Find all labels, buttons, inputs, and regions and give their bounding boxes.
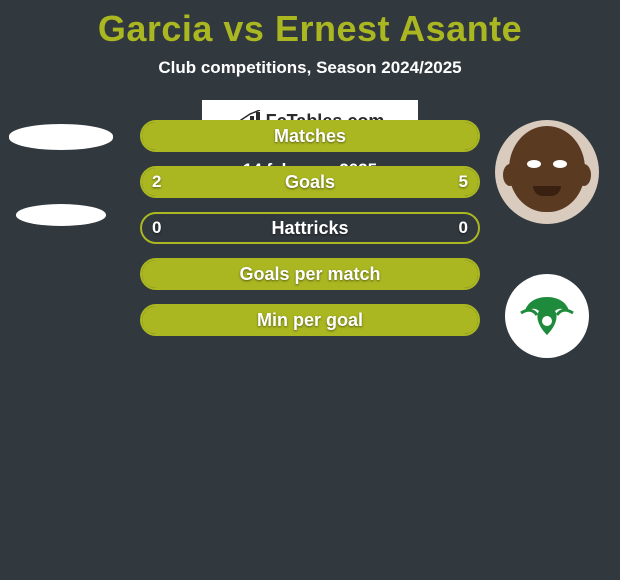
- left-player-column: [6, 120, 116, 226]
- right-player-photo: [495, 120, 599, 224]
- comparison-bars: Matches 25Goals 00Hattricks Goals per match…: [140, 120, 480, 336]
- stat-bar: 25Goals: [140, 166, 480, 198]
- stat-bar: 00Hattricks: [140, 212, 480, 244]
- bar-label: Goals per match: [142, 260, 478, 288]
- left-player-photo: [9, 124, 113, 150]
- right-player-column: [492, 120, 602, 358]
- club-crest-icon: [517, 291, 577, 341]
- left-club-badge: [16, 204, 106, 226]
- stat-bar: Matches: [140, 120, 480, 152]
- bar-label: Goals: [142, 168, 478, 196]
- bar-label: Min per goal: [142, 306, 478, 334]
- stat-bar: Goals per match: [140, 258, 480, 290]
- subtitle: Club competitions, Season 2024/2025: [0, 58, 620, 78]
- bar-label: Matches: [142, 122, 478, 150]
- right-club-badge: [505, 274, 589, 358]
- stat-bar: Min per goal: [140, 304, 480, 336]
- page-title: Garcia vs Ernest Asante: [0, 0, 620, 50]
- bar-label: Hattricks: [142, 214, 478, 242]
